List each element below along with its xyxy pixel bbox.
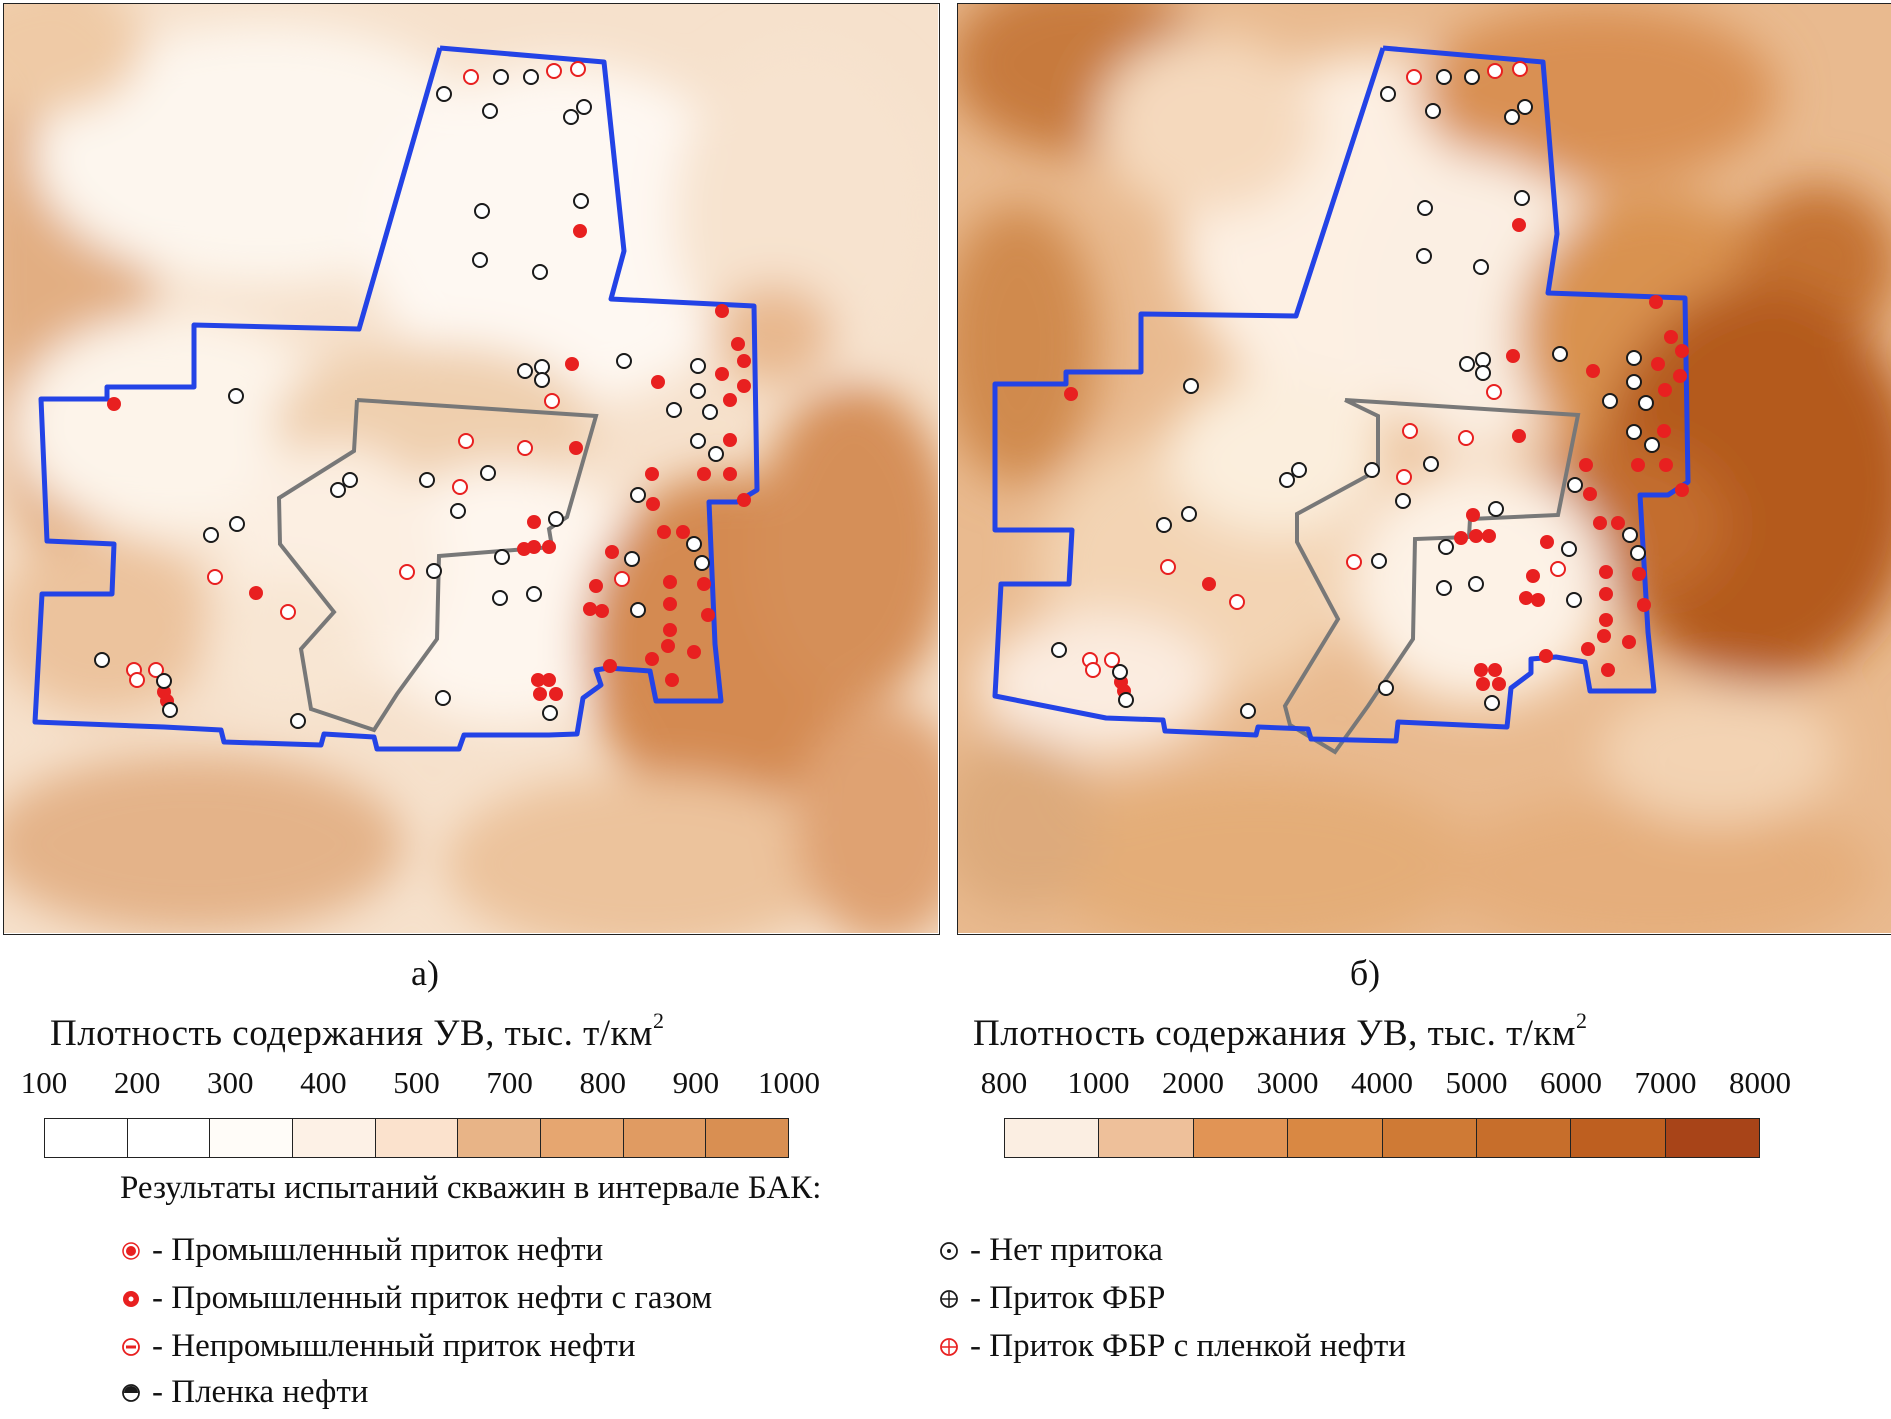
legend-item-fbr-oil-film: - Приток ФБР с пленкой нефти [938,1328,1406,1365]
legend-title-a-sup: 2 [652,1008,665,1033]
scale-tick-label: 500 [393,1065,440,1100]
license-boundary-a [32,45,760,752]
non-industrial-oil-icon [122,1337,140,1356]
scale-tick-label: 900 [672,1065,720,1100]
scale-tick-label: 700 [486,1065,533,1100]
scale-color-cell [1571,1119,1666,1157]
legend-label-no-inflow: - Нет притока [970,1232,1163,1268]
scale-tick-label: 800 [579,1065,627,1100]
scale-color-cell [1193,1119,1289,1157]
legend-title-a-text: Плотность содержания УВ, тыс. т/км [50,1013,653,1054]
well-results-title: Результаты испытаний скважин в интервале… [120,1170,822,1206]
scale-tick-label: 6000 [1540,1065,1602,1100]
fbr-inflow-well [94,264,646,729]
legend-item-no-inflow: - Нет притока [938,1232,1163,1269]
legend-label-oil-film: - Пленка нефти [152,1374,369,1410]
scale-tick-label: 1000 [1067,1065,1130,1100]
scale-tick-label: 8000 [1729,1065,1791,1100]
no-inflow-well [156,69,724,721]
industrial-oil-gas-icon [123,1290,139,1307]
legend-label-fbr-inflow: - Приток ФБР [970,1280,1166,1316]
fbr-oil-film-well [1486,384,1502,400]
legend-label-non-industrial-oil: - Непромышленный приток нефти [152,1328,636,1364]
fbr-oil-film-well [544,393,560,409]
map-a-canvas [4,4,938,933]
scale-tick-label: 200 [113,1065,161,1100]
legend-title-b: Плотность содержания УВ, тыс. т/км2 [973,1008,1587,1055]
legend-label-industrial-oil-gas: - Промышленный приток нефти с газом [152,1280,713,1316]
license-boundary-b [992,45,1691,744]
scale-color-cell [210,1119,294,1157]
map-b-density-field [958,4,1891,933]
industrial-oil-well [107,224,751,708]
scale-b-color-bar [1004,1118,1760,1158]
scale-tick-label: 5000 [1445,1065,1508,1100]
non-industrial-oil-well [126,61,630,688]
scale-b-tick-labels: 800 1000 2000 3000 4000 5000 6000 7000 8000 [981,1065,1791,1100]
legend-item-non-industrial-oil: - Непромышленный приток нефти [120,1328,636,1365]
scale-tick-label: 400 [300,1065,347,1100]
map-a-density-field [4,4,938,933]
no-inflow-icon [940,1241,958,1260]
panel-caption-b: б) [1349,953,1381,993]
scale-tick-label: 7000 [1634,1065,1697,1100]
scale-color-cell [1005,1119,1100,1157]
legend-item-fbr-inflow: - Приток ФБР [938,1280,1165,1317]
scale-color-cell [375,1119,459,1157]
scale-color-cell [45,1119,128,1157]
scale-tick-label: 3000 [1256,1065,1319,1100]
legend-title-a: Плотность содержания УВ, тыс. т/км2 [50,1008,664,1055]
scale-tick-label: 2000 [1162,1065,1224,1100]
industrial-oil-well [1064,218,1689,698]
inner-boundary-b [1282,398,1581,755]
scale-tick-label: 4000 [1351,1065,1413,1100]
legend-item-industrial-oil-gas: - Промышленный приток нефти с газом [120,1280,712,1317]
panel-caption-a: а) [411,953,439,993]
legend-title-b-text: Плотность содержания УВ, тыс. т/км [973,1013,1576,1054]
scale-color-cell [1665,1119,1759,1157]
fbr-inflow-icon [940,1289,958,1308]
density-map-b [957,3,1891,935]
legend-title-b-sup: 2 [1575,1008,1588,1033]
no-inflow-well [1112,69,1660,711]
scale-color-cell [706,1119,789,1157]
scale-tick-label: 800 [980,1065,1028,1100]
scale-color-cell [1382,1119,1477,1157]
scale-tick-label: 1000 [758,1065,820,1100]
scale-color-cell [541,1119,624,1157]
scale-color-cell [1476,1119,1572,1157]
scale-a-tick-labels: 100 200 300 400 500 700 800 900 1000 [21,1065,820,1100]
fbr-oil-film-icon [940,1337,958,1356]
density-map-a [3,3,940,935]
scale-tick-label: 100 [20,1065,68,1100]
scale-color-cell [1099,1119,1194,1157]
scale-color-cell [1288,1119,1383,1157]
well-markers-a [94,61,751,729]
oil-film-icon [122,1383,140,1402]
map-b-canvas [958,4,1891,933]
scale-tick-label: 300 [207,1065,254,1100]
legend-label-industrial-oil: - Промышленный приток нефти [152,1232,604,1268]
non-industrial-oil-well [1082,61,1566,678]
legend-label-fbr-oil-film: - Приток ФБР с пленкой нефти [970,1328,1406,1364]
well-markers-b [1051,61,1689,719]
legend-item-industrial-oil: - Промышленный приток нефти [120,1232,603,1269]
scale-color-cell [458,1119,542,1157]
legend-item-oil-film: - Пленка нефти [120,1374,368,1411]
scale-color-cell [127,1119,211,1157]
scale-a-color-bar [44,1118,789,1158]
scale-color-cell [623,1119,707,1157]
fbr-inflow-well [1051,259,1583,719]
industrial-oil-icon [122,1241,140,1260]
scale-color-cell [293,1119,376,1157]
